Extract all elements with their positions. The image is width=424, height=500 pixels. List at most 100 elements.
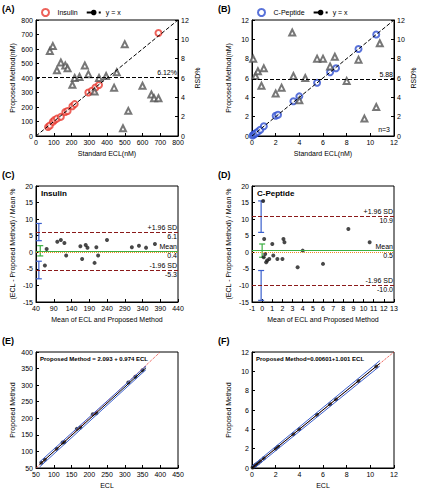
svg-text:8: 8 (345, 139, 349, 146)
svg-text:4: 4 (297, 471, 301, 478)
svg-text:400: 400 (101, 139, 113, 146)
svg-text:(ECL - Proposed Method) / Mean: (ECL - Proposed Method) / Mean % (9, 188, 17, 299)
svg-text:2: 2 (397, 113, 401, 120)
svg-text:9: 9 (351, 305, 355, 312)
svg-text:-10: -10 (23, 282, 33, 289)
svg-text:8: 8 (341, 305, 345, 312)
svg-text:0: 0 (34, 139, 38, 146)
svg-text:290: 290 (119, 305, 131, 312)
svg-text:y = x: y = x (333, 9, 348, 17)
svg-text:800: 800 (172, 139, 184, 146)
svg-text:10: 10 (241, 216, 249, 223)
svg-text:4: 4 (245, 426, 249, 433)
svg-text:100: 100 (21, 118, 33, 125)
svg-text:800: 800 (21, 17, 33, 24)
svg-text:(E): (E) (2, 336, 14, 346)
svg-text:190: 190 (83, 305, 95, 312)
svg-text:Mean: Mean (375, 243, 393, 250)
svg-text:Proposed Method = 2.093 + 0.97: Proposed Method = 2.093 + 0.974 ECL (40, 356, 148, 362)
svg-text:12: 12 (390, 139, 398, 146)
svg-text:Proposed Method=0.00601+1.001: Proposed Method=0.00601+1.001 ECL (256, 356, 364, 362)
svg-text:12: 12 (241, 17, 249, 24)
svg-text:12: 12 (241, 349, 249, 356)
svg-text:12: 12 (390, 471, 398, 478)
svg-text:0: 0 (245, 133, 249, 140)
svg-text:12: 12 (397, 17, 405, 24)
svg-text:Proposed Method: Proposed Method (225, 382, 233, 437)
svg-text:0: 0 (245, 249, 249, 256)
svg-text:10: 10 (241, 36, 249, 43)
svg-text:6: 6 (181, 75, 185, 82)
svg-text:ECL: ECL (316, 482, 330, 489)
svg-text:11: 11 (370, 305, 377, 312)
svg-text:(C): (C) (2, 170, 15, 180)
svg-text:13: 13 (390, 305, 398, 312)
svg-text:Proposed Method(nM): Proposed Method(nM) (9, 43, 17, 113)
svg-text:300: 300 (21, 382, 33, 389)
svg-text:(ECL - Proposed Method) / Mean: (ECL - Proposed Method) / Mean % (225, 188, 233, 299)
svg-text:10: 10 (366, 139, 374, 146)
svg-text:+1.96 SD: +1.96 SD (364, 208, 393, 215)
svg-text:5: 5 (29, 232, 33, 239)
svg-text:700: 700 (154, 139, 166, 146)
svg-text:340: 340 (137, 305, 149, 312)
svg-text:Insulin: Insulin (58, 9, 78, 16)
svg-text:140: 140 (66, 305, 78, 312)
svg-text:4: 4 (301, 305, 305, 312)
svg-text:8: 8 (181, 55, 185, 62)
svg-text:Standard ECL(nM): Standard ECL(nM) (294, 150, 352, 158)
svg-text:300: 300 (119, 471, 131, 478)
svg-text:6: 6 (245, 407, 249, 414)
svg-text:(B): (B) (218, 4, 231, 14)
svg-text:Standard ECL(nM): Standard ECL(nM) (78, 150, 136, 158)
svg-text:440: 440 (172, 305, 184, 312)
svg-text:RSD%: RSD% (194, 67, 201, 88)
svg-text:20: 20 (241, 183, 249, 190)
svg-text:3: 3 (291, 305, 295, 312)
svg-text:10: 10 (181, 36, 189, 43)
svg-text:350: 350 (21, 365, 33, 372)
svg-text:200: 200 (21, 415, 33, 422)
svg-text:0.4: 0.4 (167, 252, 177, 259)
svg-text:0: 0 (250, 471, 254, 478)
svg-text:600: 600 (21, 46, 33, 53)
svg-text:400: 400 (21, 75, 33, 82)
svg-text:2: 2 (245, 445, 249, 452)
svg-text:(A): (A) (2, 4, 15, 14)
svg-text:2: 2 (280, 305, 284, 312)
svg-text:C-Peptide: C-Peptide (257, 189, 295, 198)
svg-text:4: 4 (245, 94, 249, 101)
svg-text:0: 0 (29, 133, 33, 140)
svg-text:500: 500 (21, 60, 33, 67)
svg-text:2: 2 (274, 471, 278, 478)
svg-text:390: 390 (154, 305, 166, 312)
svg-text:300: 300 (21, 89, 33, 96)
svg-text:100: 100 (48, 471, 60, 478)
svg-text:500: 500 (119, 139, 131, 146)
svg-text:15: 15 (25, 199, 33, 206)
svg-text:5: 5 (245, 232, 249, 239)
svg-text:-1: -1 (249, 305, 255, 312)
svg-text:-1.96 SD: -1.96 SD (365, 277, 393, 284)
svg-text:6.12%: 6.12% (157, 69, 177, 76)
svg-text:4: 4 (397, 94, 401, 101)
svg-text:350: 350 (137, 471, 149, 478)
svg-text:90: 90 (50, 305, 58, 312)
svg-text:-10.0: -10.0 (377, 286, 393, 293)
svg-text:ECL: ECL (100, 482, 114, 489)
svg-text:Mean of ECL and Proposed Metho: Mean of ECL and Proposed Method (51, 316, 163, 324)
svg-text:100: 100 (48, 139, 60, 146)
svg-text:0: 0 (250, 139, 254, 146)
svg-text:-1.96 SD: -1.96 SD (149, 262, 177, 269)
svg-text:700: 700 (21, 31, 33, 38)
svg-text:10: 10 (25, 216, 33, 223)
svg-text:300: 300 (83, 139, 95, 146)
svg-text:6.1: 6.1 (167, 233, 177, 240)
svg-text:10: 10 (397, 36, 405, 43)
svg-text:400: 400 (21, 349, 33, 356)
svg-text:150: 150 (21, 431, 33, 438)
svg-text:8: 8 (245, 55, 249, 62)
svg-text:6: 6 (397, 75, 401, 82)
svg-text:200: 200 (21, 104, 33, 111)
svg-text:250: 250 (101, 471, 113, 478)
